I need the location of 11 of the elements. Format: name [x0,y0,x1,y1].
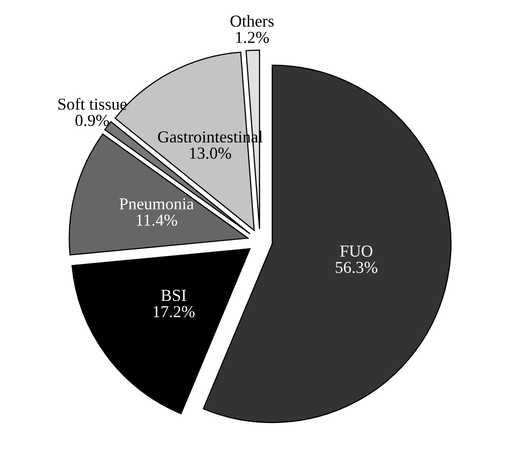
data-label: 56.3% [336,262,378,274]
slice-label: FUO [340,246,372,257]
data-label: 13.0% [190,148,232,159]
slice-label: Soft tissue [58,98,127,110]
data-label: 11.4% [136,214,178,226]
data-label: 0.9% [75,114,109,126]
slice-label: BSI [161,290,186,301]
slice-label: Others [230,15,274,27]
data-label: 1.2% [236,32,269,44]
slice-label: Pneumonia [119,198,194,210]
data-label: 17.2% [154,306,195,318]
